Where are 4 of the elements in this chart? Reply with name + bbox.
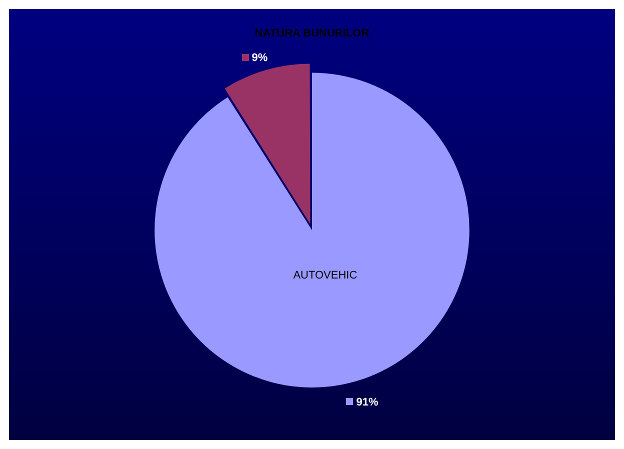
chart-title: NATURA BUNURILOR [254,28,370,40]
data-label: 91% [356,396,379,408]
data-label: 9% [252,52,268,64]
slice-label: AUTOVEHIC [293,269,358,282]
